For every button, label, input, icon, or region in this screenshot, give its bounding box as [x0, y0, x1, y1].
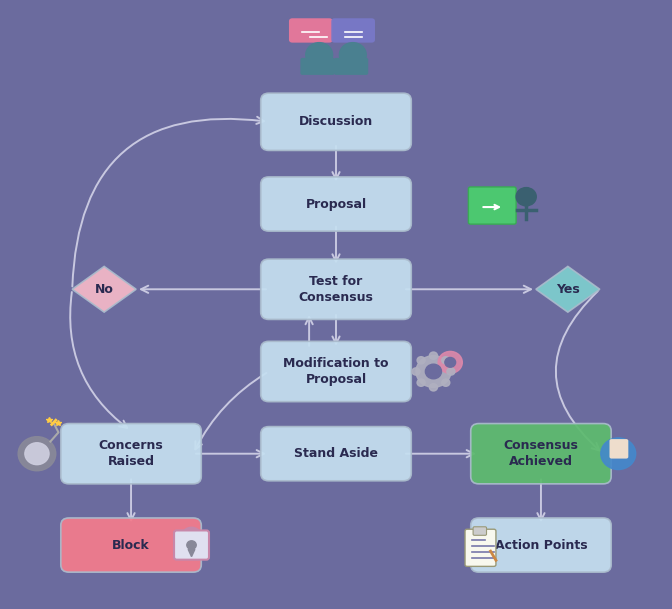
- Circle shape: [425, 364, 442, 379]
- Circle shape: [417, 357, 425, 364]
- FancyBboxPatch shape: [331, 18, 375, 43]
- Circle shape: [601, 438, 636, 470]
- FancyBboxPatch shape: [468, 187, 516, 224]
- Circle shape: [442, 357, 450, 364]
- FancyBboxPatch shape: [174, 530, 209, 560]
- Text: Discussion: Discussion: [299, 115, 373, 128]
- Text: Concerns
Raised: Concerns Raised: [99, 439, 163, 468]
- Circle shape: [412, 368, 420, 375]
- Text: Modification to
Proposal: Modification to Proposal: [284, 357, 388, 386]
- Circle shape: [438, 351, 462, 373]
- Polygon shape: [72, 267, 136, 312]
- Circle shape: [442, 379, 450, 386]
- Circle shape: [445, 357, 456, 367]
- FancyBboxPatch shape: [289, 18, 333, 43]
- Circle shape: [417, 379, 425, 386]
- FancyBboxPatch shape: [261, 341, 411, 402]
- FancyBboxPatch shape: [261, 426, 411, 481]
- Circle shape: [429, 384, 437, 391]
- Text: Consensus
Achieved: Consensus Achieved: [503, 439, 579, 468]
- Circle shape: [187, 541, 196, 549]
- Circle shape: [429, 352, 437, 359]
- Circle shape: [516, 188, 536, 206]
- Circle shape: [447, 368, 455, 375]
- Text: Action Points: Action Points: [495, 538, 587, 552]
- FancyBboxPatch shape: [261, 93, 411, 150]
- FancyArrowPatch shape: [73, 117, 264, 286]
- Circle shape: [416, 356, 451, 387]
- Text: Stand Aside: Stand Aside: [294, 447, 378, 460]
- FancyBboxPatch shape: [470, 424, 611, 484]
- FancyBboxPatch shape: [473, 527, 487, 535]
- FancyBboxPatch shape: [300, 58, 335, 75]
- Circle shape: [25, 443, 49, 465]
- Text: Test for
Consensus: Test for Consensus: [298, 275, 374, 304]
- Circle shape: [339, 43, 366, 67]
- Text: Proposal: Proposal: [306, 197, 366, 211]
- Circle shape: [306, 43, 333, 67]
- Text: No: No: [95, 283, 114, 296]
- FancyBboxPatch shape: [261, 177, 411, 231]
- Polygon shape: [188, 549, 195, 557]
- FancyBboxPatch shape: [334, 58, 368, 75]
- FancyArrowPatch shape: [556, 291, 599, 451]
- FancyBboxPatch shape: [470, 518, 611, 572]
- FancyBboxPatch shape: [61, 424, 201, 484]
- Circle shape: [18, 437, 56, 471]
- FancyBboxPatch shape: [261, 259, 411, 319]
- Text: Yes: Yes: [556, 283, 580, 296]
- Polygon shape: [536, 267, 599, 312]
- FancyBboxPatch shape: [465, 529, 496, 566]
- FancyBboxPatch shape: [61, 518, 201, 572]
- FancyBboxPatch shape: [610, 439, 628, 459]
- Text: Block: Block: [112, 538, 150, 552]
